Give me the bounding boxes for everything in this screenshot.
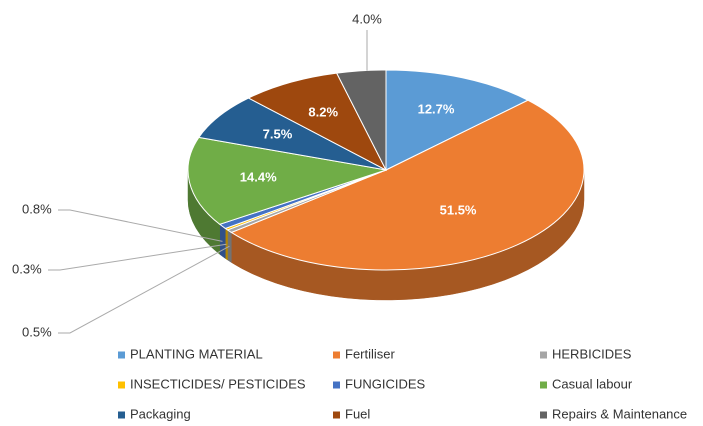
legend-swatch: [540, 411, 547, 419]
pie-slice: [335, 69, 387, 171]
legend-swatch: [540, 351, 547, 359]
legend-label: Repairs & Maintenance: [552, 406, 687, 421]
pie-slice: [187, 136, 387, 225]
leader-line: [48, 243, 227, 271]
legend-label: HERBICIDES: [552, 346, 632, 361]
pie-side: [227, 229, 232, 263]
legend-label: Fertiliser: [345, 346, 396, 361]
legend-swatch: [118, 381, 125, 389]
data-label: 0.3%: [12, 261, 42, 276]
pie-slice: [385, 69, 529, 171]
data-label: 51.5%: [440, 203, 477, 218]
data-label: 7.5%: [263, 126, 293, 141]
data-label: 4.0%: [352, 11, 382, 26]
legend-label: Fuel: [345, 406, 370, 421]
data-label: 0.5%: [22, 324, 52, 339]
legend-swatch: [333, 351, 340, 359]
legend-swatch: [118, 351, 125, 359]
leader-line: [58, 209, 223, 242]
legend-swatch: [333, 381, 340, 389]
leader-line: [58, 245, 230, 334]
pie-slice: [247, 72, 388, 172]
legend-label: Casual labour: [552, 376, 633, 391]
legend-swatch: [333, 411, 340, 419]
legend-swatch: [118, 411, 125, 419]
legend-swatch: [540, 381, 547, 389]
pie-slice: [230, 99, 585, 271]
legend-label: INSECTICIDES/ PESTICIDES: [130, 376, 306, 391]
data-label: 8.2%: [308, 105, 338, 120]
data-label: 12.7%: [418, 102, 455, 117]
legend-label: PLANTING MATERIAL: [130, 346, 263, 361]
data-label: 0.8%: [22, 201, 52, 216]
legend-label: FUNGICIDES: [345, 376, 426, 391]
data-label: 14.4%: [240, 169, 277, 184]
legend-label: Packaging: [130, 406, 191, 421]
